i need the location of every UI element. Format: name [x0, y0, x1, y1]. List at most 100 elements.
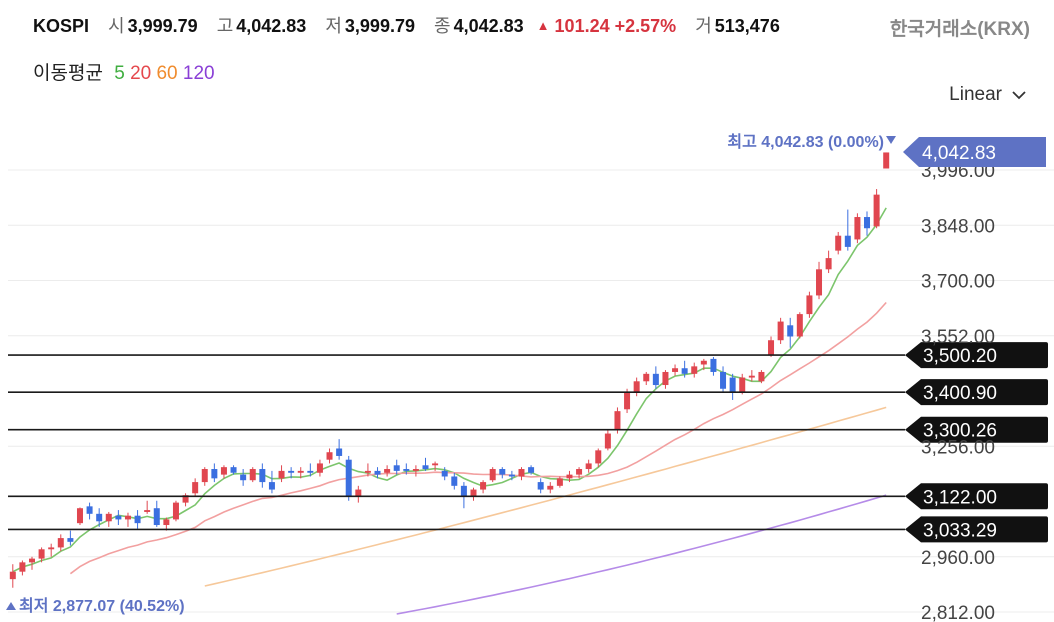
candle-body[interactable]	[768, 340, 775, 356]
candle-body[interactable]	[643, 373, 650, 382]
candle-body[interactable]	[758, 371, 765, 382]
scale-mode-dropdown[interactable]: Linear	[949, 84, 1026, 106]
candle-body[interactable]	[422, 465, 429, 470]
candle-body[interactable]	[374, 470, 381, 475]
ma-60-period[interactable]: 60	[156, 63, 178, 84]
candle-body[interactable]	[576, 469, 583, 475]
candle-body[interactable]	[729, 377, 736, 393]
candle-body[interactable]	[864, 217, 871, 229]
candle-body[interactable]	[470, 489, 477, 498]
candle-body[interactable]	[595, 450, 602, 464]
candle-body[interactable]	[844, 235, 851, 247]
candle-body[interactable]	[172, 502, 179, 520]
candle-body[interactable]	[345, 459, 352, 498]
candle-body[interactable]	[278, 470, 285, 479]
candle-body[interactable]	[652, 373, 659, 386]
candle-body[interactable]	[691, 366, 698, 374]
candle-body[interactable]	[412, 469, 419, 471]
candle-body[interactable]	[633, 381, 640, 393]
candle-body[interactable]	[403, 469, 410, 471]
candle-body[interactable]	[873, 194, 880, 227]
candle-body[interactable]	[393, 465, 400, 471]
candle-body[interactable]	[624, 392, 631, 410]
candle-body[interactable]	[739, 377, 746, 393]
candle-body[interactable]	[364, 470, 371, 473]
candle-body[interactable]	[537, 482, 544, 490]
candle-body[interactable]	[432, 463, 439, 466]
candle-body[interactable]	[547, 485, 554, 490]
candle-body[interactable]	[777, 321, 784, 341]
ma-5-period[interactable]: 5	[114, 63, 125, 84]
candle-body[interactable]	[9, 571, 16, 580]
candle-body[interactable]	[115, 515, 122, 520]
candle-body[interactable]	[211, 469, 218, 479]
candle-body[interactable]	[259, 469, 266, 483]
candle-body[interactable]	[825, 258, 832, 270]
candle-body[interactable]	[28, 558, 35, 563]
candle-body[interactable]	[336, 448, 343, 456]
candle-body[interactable]	[681, 368, 688, 374]
candle-body[interactable]	[480, 482, 487, 490]
candle-body[interactable]	[230, 467, 237, 473]
candle-body[interactable]	[720, 371, 727, 389]
ma-20-period[interactable]: 20	[130, 63, 152, 84]
candle-body[interactable]	[796, 314, 803, 337]
candle-body[interactable]	[48, 547, 55, 550]
candle-body[interactable]	[806, 295, 813, 315]
ma-120-period[interactable]: 120	[182, 63, 215, 84]
candle-body[interactable]	[153, 508, 160, 526]
candle-body[interactable]	[76, 508, 83, 524]
candle-body[interactable]	[163, 519, 170, 526]
candle-body[interactable]	[326, 452, 333, 460]
candle-body[interactable]	[748, 375, 755, 378]
candle-body[interactable]	[816, 269, 823, 296]
candle-body[interactable]	[307, 470, 314, 473]
candle-body[interactable]	[201, 469, 208, 483]
candle-body[interactable]	[182, 495, 189, 503]
candle-body[interactable]	[67, 538, 74, 542]
candle-body[interactable]	[268, 482, 275, 490]
candle-body[interactable]	[86, 506, 93, 514]
candle-body[interactable]	[384, 469, 391, 473]
candle-body[interactable]	[508, 474, 515, 477]
candle-body[interactable]	[854, 217, 861, 240]
candle-body[interactable]	[240, 474, 247, 481]
candle-body[interactable]	[585, 463, 592, 470]
candle-body[interactable]	[787, 325, 794, 337]
candle-body[interactable]	[604, 433, 611, 449]
candle-body[interactable]	[451, 476, 458, 486]
candle-body[interactable]	[297, 470, 304, 473]
candle-body[interactable]	[105, 513, 112, 522]
candle-body[interactable]	[316, 463, 323, 473]
candle-body[interactable]	[134, 515, 141, 524]
candle-body[interactable]	[556, 478, 563, 486]
candle-body[interactable]	[710, 358, 717, 372]
candle-body[interactable]	[835, 235, 842, 251]
candle-body[interactable]	[96, 513, 103, 522]
candle-body[interactable]	[883, 152, 890, 169]
candle-body[interactable]	[19, 562, 26, 572]
candle-body[interactable]	[614, 411, 621, 430]
candle-body[interactable]	[124, 515, 131, 520]
up-triangle-icon	[6, 602, 16, 610]
candle-body[interactable]	[144, 510, 151, 512]
candle-body[interactable]	[528, 467, 535, 473]
candle-body[interactable]	[460, 485, 467, 498]
candle-body[interactable]	[249, 469, 256, 481]
candle-body[interactable]	[192, 482, 199, 494]
candle-body[interactable]	[38, 549, 45, 559]
candle-body[interactable]	[288, 470, 295, 473]
candle-body[interactable]	[700, 360, 707, 365]
candle-body[interactable]	[672, 368, 679, 372]
candle-body[interactable]	[518, 469, 525, 477]
candle-body[interactable]	[499, 469, 506, 475]
candle-body[interactable]	[57, 538, 64, 548]
moving-average-legend: 이동평균 5 20 60 120	[33, 58, 215, 85]
candle-body[interactable]	[220, 467, 227, 475]
candle-body[interactable]	[355, 489, 362, 498]
candle-body[interactable]	[441, 470, 448, 477]
candle-body[interactable]	[489, 469, 496, 481]
candle-body[interactable]	[566, 474, 573, 479]
candle-body[interactable]	[662, 371, 669, 386]
